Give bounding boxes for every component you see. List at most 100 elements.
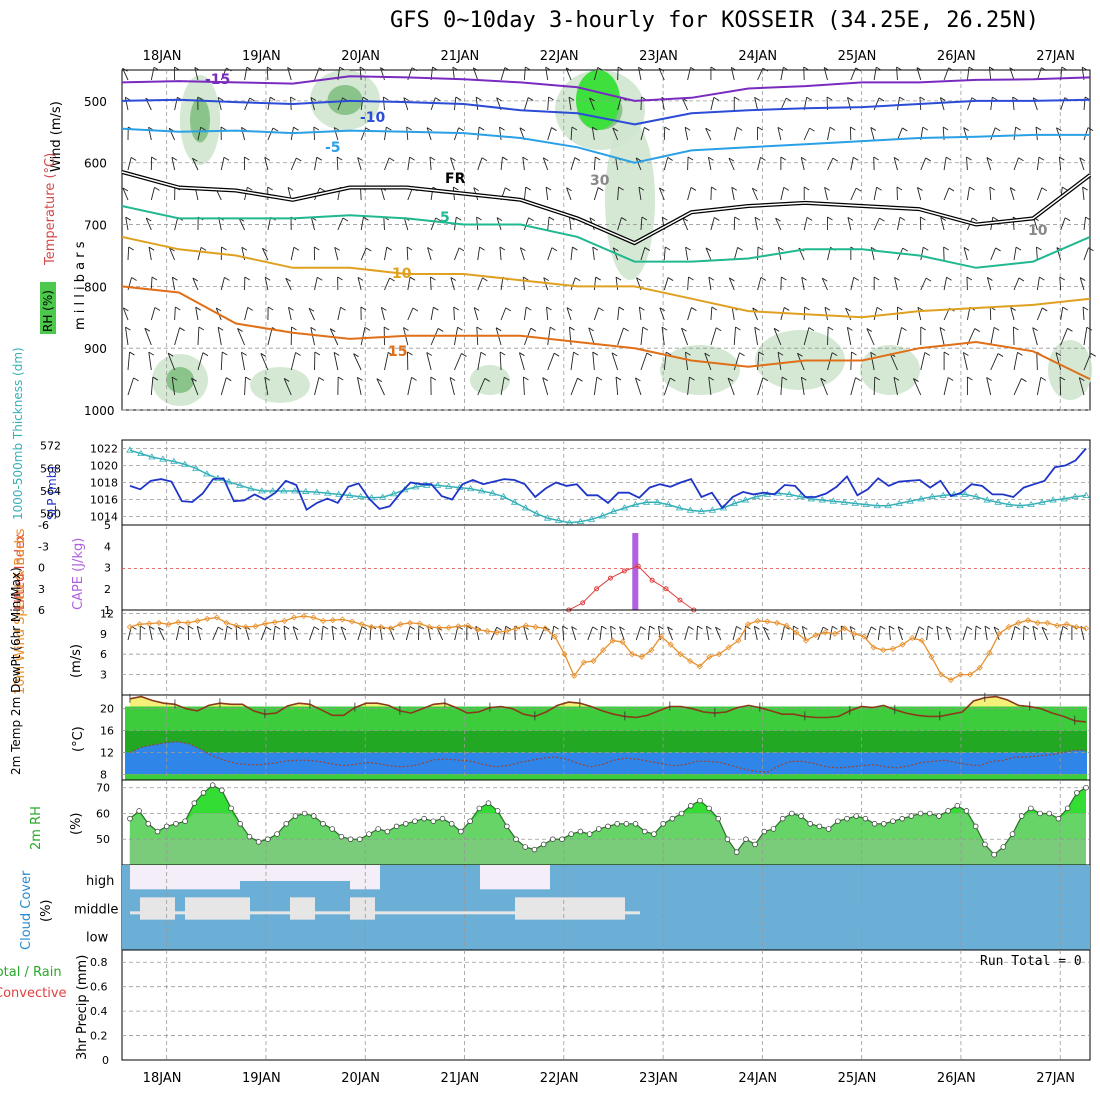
- barb-flag: [386, 246, 392, 251]
- wind-speed-marker: [571, 672, 578, 680]
- barb-flag: [685, 246, 691, 251]
- contour-label: -10: [360, 110, 386, 126]
- wind-barb: [125, 326, 131, 346]
- barb-flag: [376, 378, 383, 383]
- wind-barb: [570, 126, 578, 141]
- barb-flag: [1041, 626, 1048, 631]
- barb-flag: [363, 216, 369, 221]
- barb-staff: [873, 67, 877, 81]
- barb-flag: [824, 306, 831, 311]
- barb-flag: [267, 306, 274, 311]
- barb-staff: [990, 327, 995, 346]
- pressure-axis-title: m i l l i b a r s: [73, 241, 88, 330]
- wind-barb: [663, 246, 671, 261]
- barb-staff: [127, 157, 132, 171]
- barb-flag: [1018, 157, 1024, 162]
- wind-barb: [430, 217, 442, 231]
- barb-staff: [617, 307, 620, 321]
- slp-tick-label: 1020: [90, 460, 118, 473]
- barb-flag: [551, 247, 558, 252]
- wind-barb: [545, 66, 551, 81]
- barb-flag: [1041, 67, 1047, 72]
- barb-flag: [894, 276, 900, 281]
- barb-flag: [288, 306, 294, 311]
- wind-barb: [731, 186, 737, 201]
- wind-speed-marker: [600, 647, 607, 654]
- barb-flag: [318, 377, 325, 381]
- barb-staff: [449, 377, 455, 396]
- wind-barb: [454, 247, 465, 261]
- wind-barb: [407, 377, 417, 396]
- barb-staff: [175, 626, 180, 641]
- wind-speed-marker: [1034, 619, 1041, 626]
- thickness-marker: [939, 491, 947, 498]
- barb-staff: [331, 626, 335, 641]
- rh-marker: [789, 810, 795, 817]
- wind-barb: [827, 326, 834, 346]
- wind-barb: [687, 307, 697, 321]
- wind-speed-marker: [416, 620, 423, 627]
- barb-staff: [1060, 217, 1066, 231]
- precip-tick-label: 0.6: [90, 981, 108, 994]
- wind-speed-marker: [310, 614, 317, 621]
- wind-barb: [566, 187, 572, 201]
- wind-barb: [705, 247, 712, 261]
- thickness-marker: [785, 490, 794, 497]
- barb-flag: [778, 246, 784, 251]
- barb-flag: [739, 352, 745, 357]
- barb-flag: [690, 66, 696, 71]
- rh-marker: [596, 826, 602, 832]
- barb-staff: [1013, 277, 1020, 291]
- date-tick-label-top: 22JAN: [540, 49, 579, 64]
- thickness-marker: [1005, 500, 1013, 507]
- barb-staff: [966, 187, 970, 201]
- barb-flag: [476, 326, 483, 331]
- date-tick-label-bottom: 21JAN: [441, 1071, 480, 1086]
- wind-barb: [732, 626, 742, 641]
- barb-staff: [708, 157, 712, 171]
- barb-flag: [661, 326, 668, 331]
- rh-axis-title: RH (%): [41, 290, 55, 332]
- barb-flag: [357, 377, 363, 381]
- barb-flag: [916, 67, 923, 71]
- barb-flag: [705, 247, 712, 252]
- precip-tick-label: 0.8: [90, 956, 108, 969]
- wind-barb: [500, 307, 511, 321]
- barb-staff: [936, 626, 940, 641]
- li-tick-label: -6: [38, 519, 49, 532]
- barb-flag: [179, 327, 185, 332]
- precip-tick-label: 0.2: [90, 1030, 108, 1043]
- wind-barb: [308, 307, 315, 321]
- barb-staff: [710, 97, 715, 111]
- thickness-tick-label: 564: [40, 485, 61, 498]
- barb-flag: [198, 326, 205, 331]
- li-marker: [677, 597, 683, 603]
- wind-barb: [1012, 326, 1019, 346]
- barb-flag: [122, 187, 129, 192]
- thickness-marker: [807, 495, 815, 502]
- wind-barb: [499, 351, 506, 371]
- barb-staff: [547, 247, 553, 261]
- barb-staff: [962, 352, 968, 371]
- barb-staff: [990, 353, 999, 371]
- wind-barb: [244, 626, 251, 641]
- rh-marker: [936, 813, 942, 819]
- barb-flag: [851, 351, 857, 356]
- barb-staff: [357, 626, 363, 641]
- barb-flag: [642, 326, 649, 331]
- wind-tick-label: 9: [100, 628, 107, 641]
- wind-speed-marker: [213, 614, 220, 621]
- wind-barb: [916, 187, 923, 201]
- rh-marker: [384, 828, 391, 835]
- barb-flag: [412, 307, 419, 312]
- thickness-marker: [488, 489, 497, 496]
- barb-staff: [264, 377, 269, 396]
- barb-staff: [754, 217, 759, 231]
- barb-staff: [333, 352, 339, 371]
- wind-barb: [1010, 626, 1021, 641]
- barb-flag: [476, 216, 482, 221]
- wind-speed-marker: [715, 651, 723, 658]
- barb-staff: [406, 246, 409, 261]
- wind-barb: [708, 276, 715, 291]
